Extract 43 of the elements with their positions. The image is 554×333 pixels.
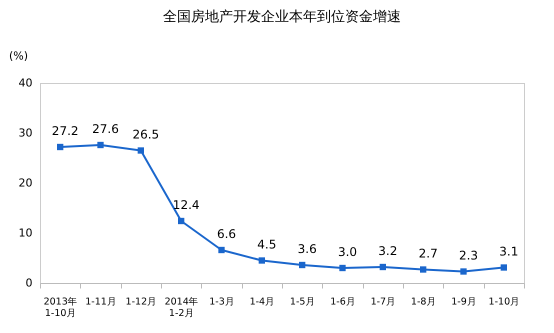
data-label: 3.2 <box>378 244 398 258</box>
data-label: 2.3 <box>458 248 478 262</box>
x-tick-label: 1-7月 <box>370 296 396 308</box>
point <box>218 246 225 254</box>
point <box>258 257 265 264</box>
point <box>178 218 184 224</box>
y-axis-title: (%) <box>8 50 28 62</box>
point <box>138 147 144 154</box>
point <box>57 144 64 150</box>
y-tick-label: 20 <box>18 176 32 190</box>
x-tick-label: 1-8月 <box>410 296 436 308</box>
y-tick-label: 0 <box>26 276 32 290</box>
x-tick-label: 1-4月 <box>250 296 276 308</box>
data-label: 2.7 <box>418 246 438 260</box>
x-tick-label: 1-3月 <box>209 296 235 308</box>
point <box>339 264 346 272</box>
x-tick-label: 1-6月 <box>330 296 356 308</box>
point <box>97 142 104 148</box>
data-label: 3.0 <box>338 245 358 259</box>
data-label: 3.6 <box>298 242 317 256</box>
data-label: 26.5 <box>132 128 160 142</box>
y-tick-label: 40 <box>18 76 32 90</box>
chart-title: 全国房地产开发企业本年到位资金增速 <box>163 9 401 25</box>
x-tick-label: 1-12月 <box>126 296 158 308</box>
data-label: 12.4 <box>172 198 200 212</box>
point <box>460 268 467 275</box>
y-tick-label: 10 <box>18 226 32 240</box>
x-tick-label: 1-5月 <box>290 296 316 308</box>
x-tick-label: 1-10月 <box>488 296 520 308</box>
data-label: 6.6 <box>216 227 236 241</box>
x-tick-label: 1-11月 <box>85 296 117 308</box>
point <box>500 264 507 271</box>
point <box>380 264 386 270</box>
point <box>420 266 426 273</box>
x-tick-label: 2013年 1-10月 <box>44 296 78 319</box>
data-label: 3.1 <box>499 244 518 258</box>
point <box>299 262 306 268</box>
data-label: 27.2 <box>52 124 79 138</box>
data-label: 4.5 <box>257 238 276 252</box>
x-tick-label: 2014年 1-2月 <box>164 296 199 319</box>
x-tick-label: 1-9月 <box>451 296 477 308</box>
data-label: 27.6 <box>92 122 119 136</box>
y-tick-label: 30 <box>18 126 32 140</box>
